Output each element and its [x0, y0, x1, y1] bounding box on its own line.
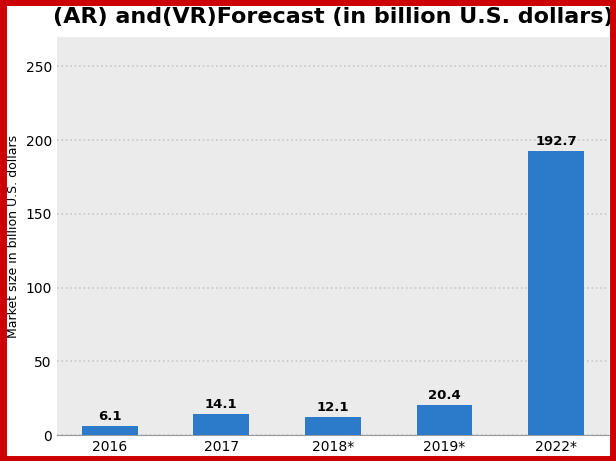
Bar — [416, 405, 472, 435]
Title: (AR) and(VR)Forecast (in billion U.S. dollars): (AR) and(VR)Forecast (in billion U.S. do… — [52, 7, 613, 27]
Text: 6.1: 6.1 — [98, 410, 121, 423]
Text: 14.1: 14.1 — [205, 398, 238, 411]
Text: 12.1: 12.1 — [317, 402, 349, 414]
Y-axis label: Market size in billion U.S. dollars: Market size in billion U.S. dollars — [7, 135, 20, 337]
Bar — [305, 417, 361, 435]
Text: 20.4: 20.4 — [428, 389, 461, 402]
Text: 192.7: 192.7 — [535, 135, 577, 148]
Bar — [528, 151, 584, 435]
Bar — [193, 414, 249, 435]
Bar — [82, 426, 137, 435]
